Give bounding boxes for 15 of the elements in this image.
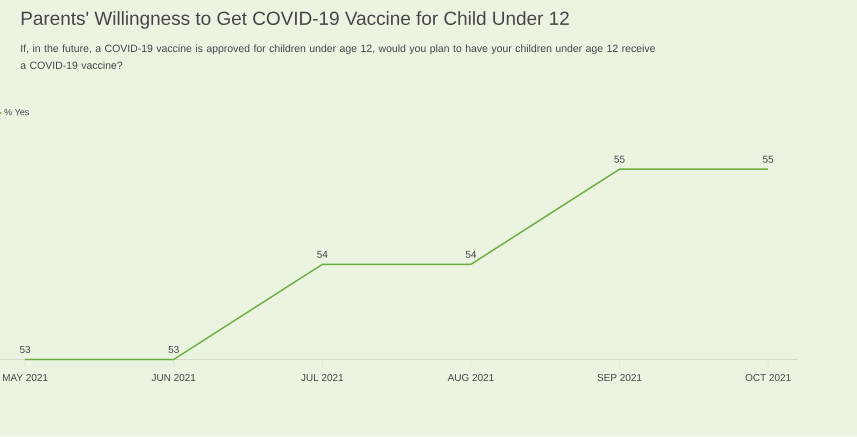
data-label: 55 [762, 156, 774, 163]
x-tick-label: OCT 2021 [746, 374, 791, 382]
chart-subtitle: If, in the future, a COVID-19 vaccine is approved for children under age 12, would you plan to have your children under age 12 receive a COVID-19 vaccine? [20, 44, 655, 70]
x-tick-label: JUL 2021 [301, 374, 344, 382]
legend-label: % Yes [4, 109, 29, 116]
chart-title: Parents' Willingness to Get COVID-19 Vaccine for Child Under 12 [22, 11, 569, 29]
data-label: 55 [614, 156, 625, 163]
x-tick-label: MAY 2021 [2, 374, 48, 382]
data-label: 53 [20, 346, 30, 354]
data-label: 54 [466, 251, 476, 258]
data-label: 54 [317, 251, 328, 258]
x-tick-label: AUG 2021 [448, 374, 494, 382]
x-tick-label: SEP 2021 [598, 374, 642, 382]
x-tick-label: JUN 2021 [152, 374, 196, 382]
data-label: 53 [168, 346, 179, 354]
